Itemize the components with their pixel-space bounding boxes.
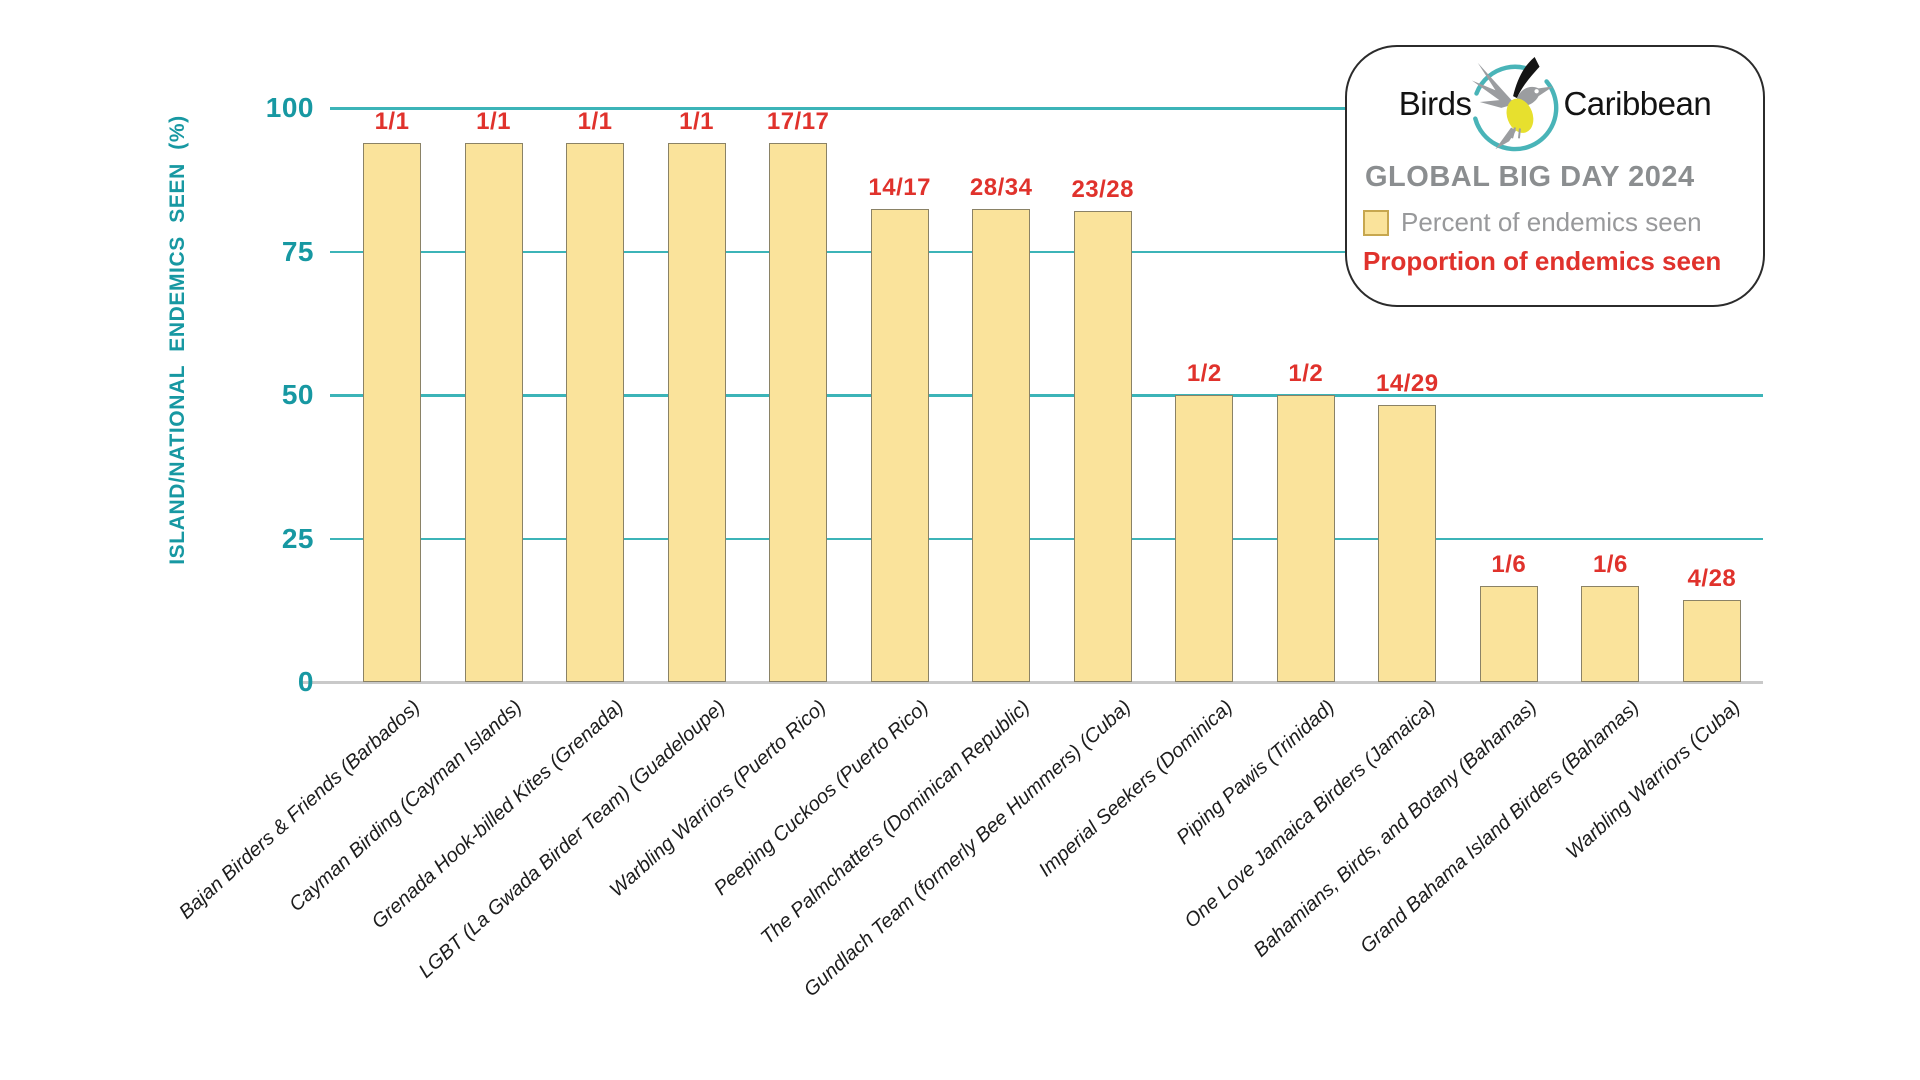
logo-text-birds: Birds <box>1398 85 1472 122</box>
proportion-label: 14/17 <box>868 174 931 202</box>
gridline-50 <box>330 394 1763 397</box>
y-tick-100: 100 <box>265 92 314 123</box>
proportion-label: 1/1 <box>476 108 511 135</box>
x-axis-label: Imperial Seekers (Dominica) <box>1034 696 1237 882</box>
bar-group-3: 1/1 Grenada Hook-billed Kites (Grenada) <box>368 108 628 933</box>
bar <box>667 143 726 682</box>
bar-group-1: 1/1 Bajan Birders & Friends (Barbados) <box>175 108 424 924</box>
y-tick-0: 0 <box>297 666 314 697</box>
gridline-25 <box>330 537 1763 540</box>
y-tick-75: 75 <box>281 235 314 267</box>
proportion-label: 28/34 <box>969 174 1033 202</box>
proportion-label: 1/6 <box>1592 551 1628 579</box>
bar <box>769 143 828 682</box>
legend-item-proportion-label: Proportion of endemics seen <box>1363 246 1722 276</box>
proportion-label: 4/28 <box>1687 564 1737 592</box>
y-tick-50: 50 <box>281 379 314 410</box>
bar-group-14: 4/28 Warbling Warriors (Cuba) <box>1562 108 1745 864</box>
legend-item-percent: Percent of endemics seen <box>1363 207 1747 238</box>
proportion-label: 1/2 <box>1288 360 1324 387</box>
bar-group-6: 14/17 Peeping Cuckoos (Puerto Rico) <box>709 108 932 900</box>
bar <box>1378 404 1437 682</box>
bar-group-11: 14/29 One Love Jamaica Birders (Jamaica) <box>1181 108 1440 933</box>
bar-group-9: 1/2 Imperial Seekers (Dominica) <box>1035 108 1237 881</box>
y-tick-25: 25 <box>281 522 314 554</box>
proportion-label: 1/1 <box>577 108 613 135</box>
legend-title: GLOBAL BIG DAY 2024 <box>1365 161 1695 193</box>
x-axis-label: Warbling Warriors (Cuba) <box>1561 696 1745 864</box>
gridline-100 <box>330 107 1763 110</box>
bar-group-12: 1/6 Bahamians, Birds, and Botany (Bahamas… <box>1250 108 1541 961</box>
bar <box>1073 210 1132 682</box>
logo-text-caribbean: Caribbean <box>1563 85 1712 122</box>
proportion-label: 1/1 <box>679 108 715 135</box>
proportion-label: 1/6 <box>1491 551 1527 579</box>
proportion-label: 1/2 <box>1186 360 1222 387</box>
x-axis-line <box>300 680 1763 684</box>
bar <box>972 209 1031 682</box>
proportion-label: 1/1 <box>374 108 410 135</box>
bar <box>870 209 929 682</box>
bar-group-4: 1/1 LGBT (La Gwada Birder Team) (Guadelou… <box>414 108 729 983</box>
proportion-label: 17/17 <box>766 108 830 135</box>
bar <box>1682 599 1741 682</box>
x-axis-label: Peeping Cuckoos (Puerto Rico) <box>709 696 933 900</box>
bar <box>1175 395 1234 682</box>
bar-group-13: 1/6 Grand Bahama Island Birders (Bahamas) <box>1356 108 1643 958</box>
bar <box>363 143 421 682</box>
legend-item-percent-label: Percent of endemics seen <box>1401 207 1702 237</box>
legend-box: Birds Caribbean GLOBAL BIG DAY 2024 Perc… <box>1345 45 1765 307</box>
bar-group-8: 23/28 Gundlach Team (formerly Bee Hummers… <box>800 108 1135 1001</box>
bar <box>1479 586 1538 682</box>
plot-area: 100 75 50 25 0 1/1 Bajan Birders & Friend… <box>175 92 1763 1001</box>
bar <box>1276 395 1335 682</box>
bar-group-2: 1/1 Cayman Birding (Cayman Islands) <box>285 108 526 916</box>
bars-container: 1/1 Bajan Birders & Friends (Barbados) 1/1… <box>175 108 1745 1001</box>
bar <box>566 143 625 682</box>
bar-group-10: 1/2 Piping Pawis (Trinidad) <box>1172 108 1338 849</box>
bar <box>464 143 523 682</box>
gridline-75 <box>330 250 1763 253</box>
bar-group-7: 28/34 The Palmchatters (Dominican Republi… <box>757 108 1034 949</box>
hummingbird-icon <box>1472 56 1559 152</box>
bar-group-5: 17/17 Warbling Warriors (Puerto Rico) <box>606 108 831 901</box>
proportion-label: 23/28 <box>1071 175 1134 203</box>
y-axis-title: ISLAND/NATIONAL ENDEMICS SEEN (%) <box>166 115 189 565</box>
proportion-label: 14/29 <box>1376 369 1439 397</box>
x-axis-label: Warbling Warriors (Puerto Rico) <box>606 696 831 902</box>
bar <box>1581 586 1640 682</box>
birdscaribbean-logo: Birds Caribbean <box>1363 55 1747 153</box>
bar-color-swatch <box>1363 209 1389 236</box>
